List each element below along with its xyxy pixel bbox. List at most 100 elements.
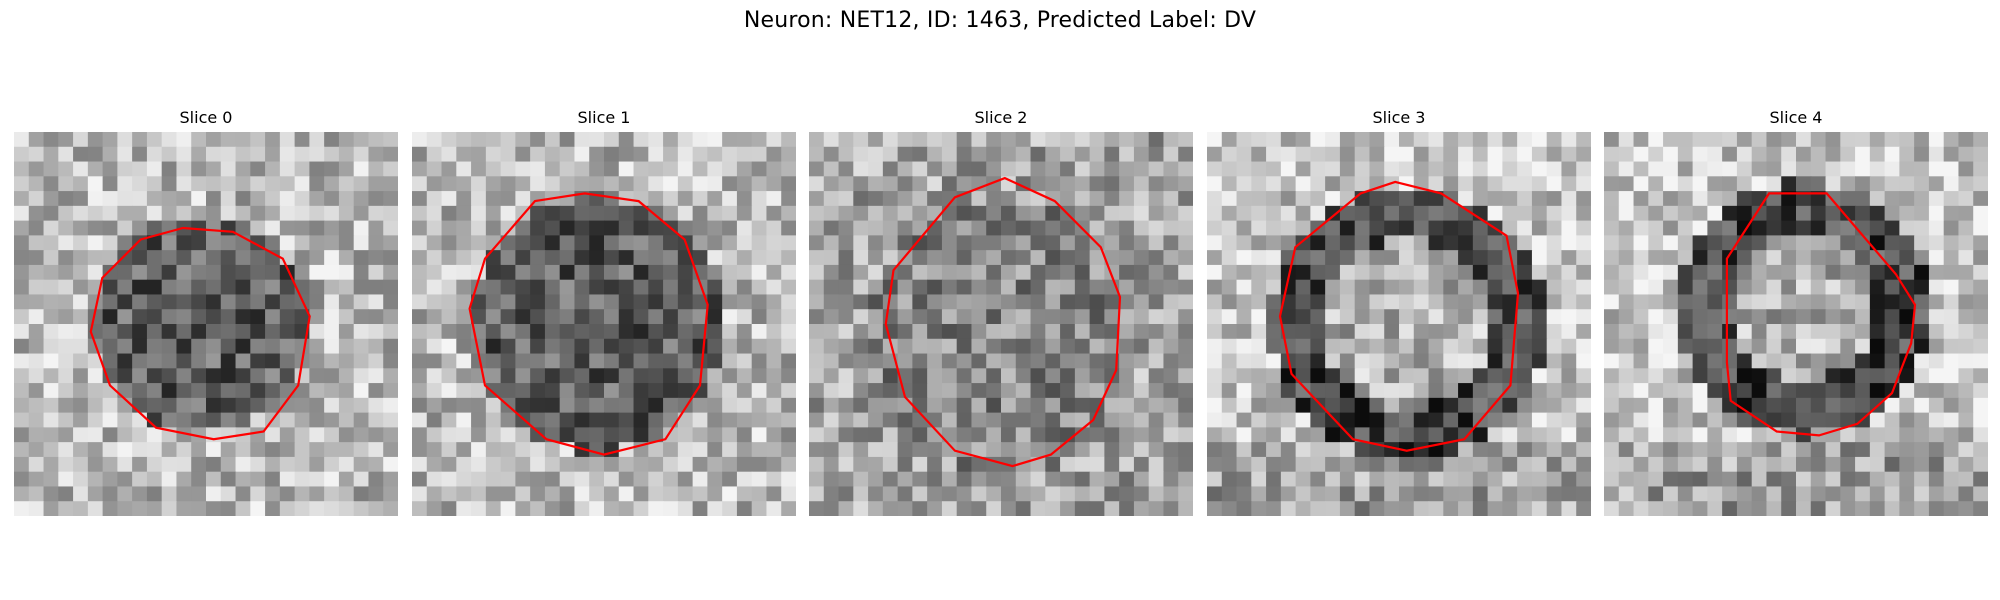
pixel-cell: [1251, 146, 1267, 163]
pixel-cell: [206, 501, 222, 516]
pixel-cell: [1221, 264, 1238, 281]
pixel-cell: [146, 220, 163, 236]
pixel-cell: [1236, 309, 1252, 325]
pixel-cell: [1354, 250, 1371, 266]
pixel-cell: [1251, 191, 1267, 207]
pixel-cell: [1221, 220, 1238, 236]
pixel-cell: [544, 456, 561, 473]
pixel-cell: [648, 442, 664, 458]
pixel-cell: [544, 471, 561, 488]
pixel-cell: [1280, 427, 1297, 443]
pixel-cell: [353, 324, 370, 340]
pixel-cell: [1089, 471, 1105, 488]
pixel-cell: [1692, 353, 1708, 369]
pixel-cell: [559, 132, 576, 148]
pixel-cell: [1266, 383, 1282, 399]
pixel-cell: [927, 486, 943, 502]
pixel-cell: [1855, 309, 1871, 325]
pixel-cell: [1736, 383, 1753, 399]
pixel-cell: [1899, 235, 1915, 251]
pixel-cell: [1369, 220, 1385, 236]
pixel-cell: [722, 220, 738, 236]
pixel-cell: [1001, 442, 1017, 458]
pixel-cell: [927, 353, 943, 369]
pixel-cell: [736, 471, 753, 488]
pixel-cell: [250, 427, 266, 443]
pixel-cell: [838, 235, 854, 251]
pixel-cell: [1618, 132, 1635, 148]
pixel-cell: [736, 397, 753, 414]
pixel-cell: [1295, 383, 1311, 399]
pixel-cell: [853, 442, 869, 458]
pixel-cell: [823, 132, 840, 148]
pixel-cell: [471, 456, 487, 473]
pixel-cell: [986, 412, 1002, 428]
pixel-cell: [1295, 279, 1311, 296]
pixel-cell: [1339, 146, 1356, 163]
pixel-cell: [28, 264, 45, 281]
pixel-cell: [1928, 220, 1945, 236]
pixel-cell: [751, 264, 768, 281]
pixel-cell: [1060, 456, 1076, 473]
pixel-cell: [1914, 235, 1930, 251]
pixel-cell: [823, 486, 840, 502]
pixel-cell: [868, 501, 884, 516]
pixel-cell: [1163, 412, 1179, 428]
pixel-cell: [1958, 324, 1974, 340]
pixel-cell: [294, 250, 310, 266]
pixel-cell: [250, 456, 266, 473]
pixel-cell: [1751, 324, 1768, 340]
pixel-cell: [1736, 250, 1753, 266]
pixel-cell: [279, 427, 296, 443]
pixel-cell: [1618, 309, 1635, 325]
pixel-cell: [941, 412, 958, 428]
pixel-cell: [1163, 220, 1179, 236]
pixel-cell: [220, 146, 237, 163]
pixel-cell: [73, 264, 89, 281]
pixel-cell: [1443, 412, 1459, 428]
pixel-cell: [604, 132, 620, 148]
pixel-cell: [589, 264, 605, 281]
pixel-cell: [1825, 294, 1841, 310]
pixel-cell: [279, 456, 296, 473]
pixel-cell: [1443, 220, 1459, 236]
pixel-cell: [206, 397, 222, 414]
pixel-cell: [897, 176, 913, 192]
pixel-cell: [868, 456, 884, 473]
pixel-cell: [235, 161, 251, 177]
pixel-cell: [1825, 397, 1841, 414]
pixel-cell: [250, 338, 266, 355]
pixel-cell: [781, 176, 796, 192]
pixel-cell: [1074, 161, 1091, 177]
pixel-cell: [250, 501, 266, 516]
pixel-cell: [927, 383, 943, 399]
pixel-cell: [1060, 132, 1076, 148]
pixel-cell: [1531, 456, 1548, 473]
pixel-cell: [766, 456, 782, 473]
pixel-cell: [1766, 264, 1782, 281]
pixel-cell: [1074, 412, 1091, 428]
pixel-cell: [1707, 235, 1723, 251]
pixel-cell: [1163, 235, 1179, 251]
pixel-cell: [1148, 442, 1165, 458]
pixel-cell: [1604, 442, 1620, 458]
pixel-cell: [882, 427, 899, 443]
pixel-cell: [500, 220, 516, 236]
pixel-cell: [1825, 412, 1841, 428]
pixel-cell: [1884, 132, 1900, 148]
pixel-cell: [1899, 501, 1915, 516]
pixel-cell: [781, 309, 796, 325]
pixel-cell: [1736, 471, 1753, 488]
pixel-cell: [1015, 235, 1032, 251]
pixel-cell: [766, 397, 782, 414]
pixel-cell: [1604, 146, 1620, 163]
pixel-cell: [485, 250, 502, 266]
pixel-cell: [383, 383, 398, 399]
pixel-cell: [1339, 235, 1356, 251]
pixel-cell: [941, 176, 958, 192]
pixel-cell: [1736, 456, 1753, 473]
pixel-cell: [648, 161, 664, 177]
pixel-cell: [1707, 397, 1723, 414]
pixel-cell: [1354, 264, 1371, 281]
pixel-cell: [1663, 338, 1679, 355]
